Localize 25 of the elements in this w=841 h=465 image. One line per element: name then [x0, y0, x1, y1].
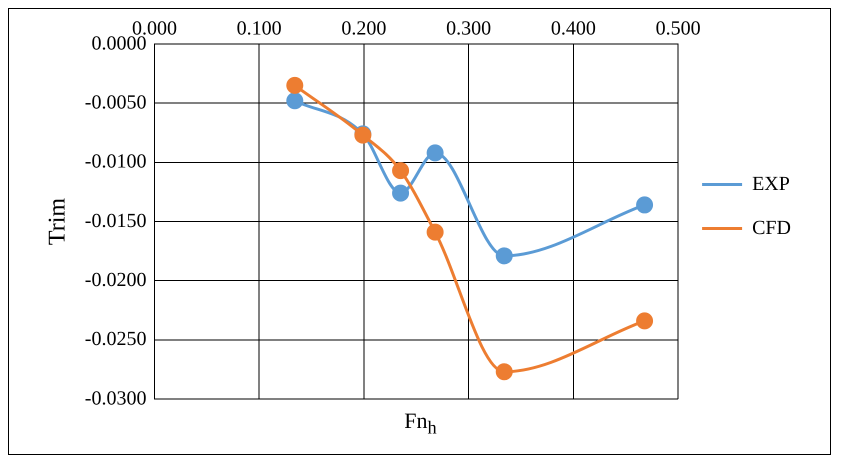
point	[286, 92, 304, 110]
point	[636, 312, 654, 330]
point	[426, 144, 444, 162]
x-axis-title: Fn$_{h}$	[403, 408, 438, 438]
y-axis-title: Trim	[44, 198, 71, 246]
x-tick-label: 0.100	[236, 17, 282, 40]
y-tick-label: -0.0050	[84, 91, 146, 114]
y-tick-label: -0.0300	[84, 387, 146, 410]
point	[496, 363, 513, 380]
legend-label: EXP	[752, 172, 790, 195]
y-tick-label: -0.0200	[84, 268, 146, 291]
point	[426, 224, 444, 241]
x-tick-label: 0.300	[446, 17, 492, 40]
legend-label: CFD	[752, 216, 791, 239]
x-tick-label: 0.400	[550, 17, 596, 40]
x-tick-label: 0.500	[656, 17, 701, 40]
point	[636, 196, 654, 214]
x-tick-label: 0.200	[341, 17, 386, 40]
y-tick-label: -0.0100	[84, 150, 146, 173]
point	[392, 162, 410, 180]
point	[286, 76, 304, 94]
point	[496, 247, 513, 264]
y-tick-label: -0.0150	[84, 210, 146, 232]
point	[392, 184, 410, 202]
y-tick-label: -0.0250	[84, 328, 146, 350]
